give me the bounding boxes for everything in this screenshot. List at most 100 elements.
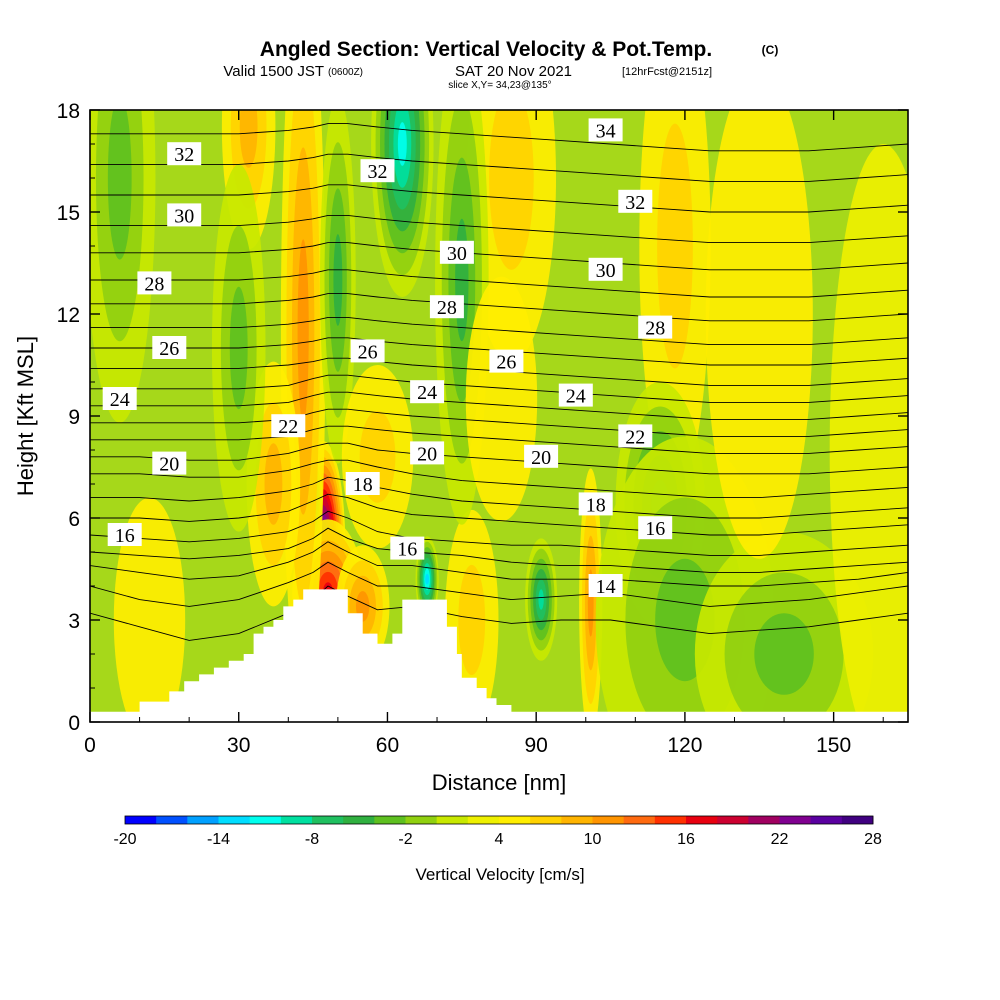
velocity-contour-band <box>107 110 132 260</box>
isentrope-line <box>90 425 908 454</box>
contour-label-text: 32 <box>625 192 645 214</box>
contour-label: 20 <box>524 444 559 469</box>
contour-label-text: 26 <box>159 338 179 360</box>
contour-label-text: 26 <box>358 341 378 363</box>
contour-label-box <box>638 516 673 540</box>
colorbar-swatch <box>623 816 656 824</box>
contour-label: 16 <box>638 516 673 540</box>
isentrope-line <box>90 493 908 536</box>
colorbar-swatch <box>467 816 500 824</box>
colorbar-swatch <box>561 816 593 824</box>
terrain <box>90 589 908 722</box>
colorbar: -20 -14 -8 -2 4 10 16 22 28 <box>113 815 882 848</box>
contour-label: 14 <box>588 574 623 598</box>
colorbar-tick-label: 28 <box>864 831 882 848</box>
colorbar-tick-label: -2 <box>398 831 412 848</box>
contour-label: 28 <box>429 295 464 319</box>
isentrope-line <box>90 242 908 271</box>
colorbar-swatch <box>499 816 531 824</box>
contour-label-box <box>271 414 306 438</box>
contour-label-text: 28 <box>437 297 457 319</box>
contour-label: 16 <box>107 523 142 547</box>
contour-label-text: 22 <box>278 416 298 438</box>
velocity-feature <box>525 538 558 661</box>
contour-label-box <box>578 492 613 516</box>
contour-label-box <box>410 380 445 404</box>
contour-label-text: 18 <box>586 494 606 516</box>
contour-label: 24 <box>102 387 137 411</box>
contour-label-box <box>638 315 673 339</box>
contour-label-text: 18 <box>353 474 373 496</box>
x-tick-label: 150 <box>816 734 851 757</box>
isentrope-line <box>90 153 908 182</box>
contour-label-text: 16 <box>115 525 135 547</box>
colorbar-tick-label: 22 <box>771 831 789 848</box>
contour-label: 24 <box>558 383 593 408</box>
y-tick-label: 9 <box>68 406 80 429</box>
chart-title: Angled Section: Vertical Velocity & Pot.… <box>260 38 712 61</box>
velocity-contour-band <box>397 122 407 166</box>
isentrope-line <box>90 408 908 437</box>
velocity-feature <box>113 497 186 722</box>
contour-label: 16 <box>390 536 425 561</box>
valid-time-line: Valid 1500 JST (0600Z) SAT 20 Nov 2021 [… <box>223 63 712 80</box>
velocity-contour-band <box>333 234 343 326</box>
contour-label-box <box>588 118 623 142</box>
contour-label: 34 <box>588 118 623 142</box>
contour-label-box <box>350 339 385 363</box>
contour-label: 18 <box>345 472 380 496</box>
contour-label-box <box>558 383 593 407</box>
contour-label-box <box>439 240 474 264</box>
contour-label-text: 16 <box>645 518 665 540</box>
colorbar-swatch <box>343 816 375 824</box>
y-tick-label: 15 <box>57 202 80 225</box>
contour-label-text: 20 <box>531 447 551 469</box>
colorbar-swatch <box>312 816 344 824</box>
velocity-contour-band <box>754 613 814 695</box>
y-tick-label: 6 <box>68 508 80 531</box>
contour-label-box <box>618 424 653 448</box>
contour-label-box <box>137 271 172 295</box>
contour-label: 30 <box>588 257 623 282</box>
velocity-contour-band <box>113 497 186 722</box>
colorbar-tick-label: 4 <box>495 831 504 848</box>
velocity-contour-band <box>829 144 908 722</box>
contour-label: 22 <box>271 414 306 438</box>
chart-title-unit: (C) <box>762 43 779 57</box>
contour-label: 30 <box>439 240 474 265</box>
axes: 0 30 60 90 120 150 0 3 6 9 12 15 18 <box>57 100 908 757</box>
contour-label-text: 32 <box>368 161 388 183</box>
isentrope-line <box>90 541 908 587</box>
y-tick-label: 0 <box>68 712 80 735</box>
colorbar-tick-label: -8 <box>305 831 319 848</box>
forecast-info: [12hrFcst@2151z] <box>622 66 712 78</box>
contour-label-box <box>152 451 187 475</box>
contour-label: 20 <box>152 451 187 476</box>
isentrope-line <box>90 123 908 152</box>
velocity-feature <box>371 110 434 297</box>
contour-label-box <box>618 189 653 213</box>
contour-label: 20 <box>410 441 445 465</box>
contour-label-text: 30 <box>447 243 467 265</box>
contour-label: 18 <box>578 492 613 516</box>
colorbar-swatch <box>841 816 874 824</box>
colorbar-tick-label: 16 <box>677 831 695 848</box>
contour-label: 32 <box>360 159 395 183</box>
contour-label: 28 <box>638 315 673 340</box>
velocity-feature <box>829 144 908 722</box>
contour-label: 30 <box>167 203 202 227</box>
velocity-contour-band <box>705 110 813 559</box>
contour-label-box <box>390 536 425 560</box>
isentrope-line <box>90 184 908 213</box>
contour-label-text: 28 <box>645 318 665 340</box>
contour-label: 28 <box>137 271 172 295</box>
potential-temperature-contours <box>90 123 908 641</box>
colorbar-swatch <box>530 816 562 824</box>
contour-label-text: 32 <box>174 144 194 166</box>
contour-label-text: 26 <box>496 352 516 374</box>
contour-label-box <box>410 441 445 465</box>
contour-label: 32 <box>618 189 653 214</box>
colorbar-swatch <box>686 816 718 824</box>
colorbar-swatch <box>249 816 282 824</box>
isentrope-line <box>90 316 908 346</box>
